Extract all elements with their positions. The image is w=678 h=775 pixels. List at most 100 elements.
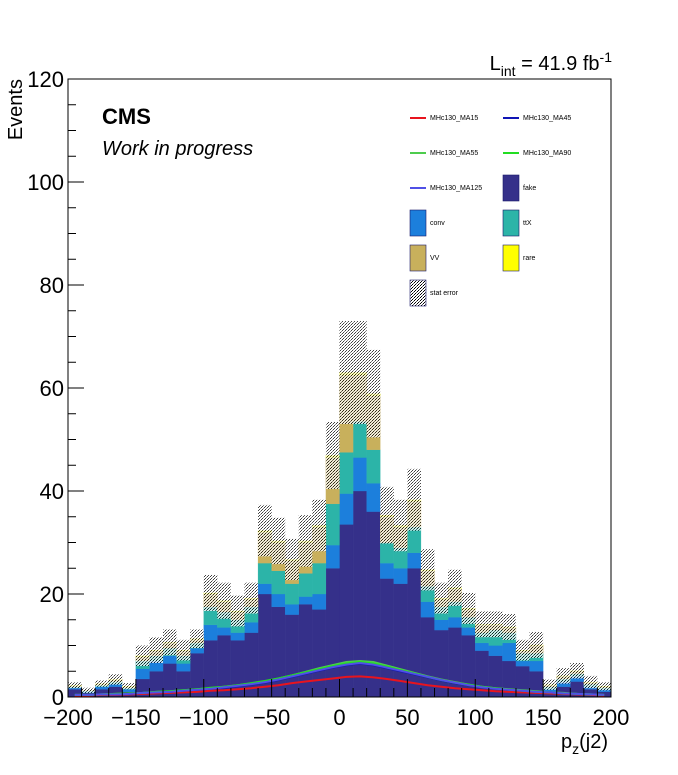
bar-conv <box>135 668 150 680</box>
stat-error-band <box>475 611 489 638</box>
bar-ttX <box>285 583 299 605</box>
bar-conv <box>352 457 367 492</box>
stat-error-band <box>68 682 82 689</box>
x-tick-label: 100 <box>457 705 494 730</box>
bar-conv <box>230 632 245 641</box>
x-tick-label: −200 <box>43 705 93 730</box>
x-tick-label: 150 <box>525 705 562 730</box>
bar-conv <box>380 562 394 579</box>
legend-label: ttX <box>523 220 532 227</box>
bar-ttX <box>312 562 327 595</box>
stat-error-band <box>122 683 136 690</box>
stat-error-band <box>258 504 272 557</box>
bar-fake <box>366 511 381 698</box>
y-tick-label: 80 <box>40 273 64 298</box>
bar-fake <box>312 609 327 698</box>
bar-conv <box>217 627 232 636</box>
x-axis-title: pz(j2) <box>561 731 608 757</box>
legend-label: MHc130_MA125 <box>430 185 482 192</box>
work-in-progress-label: Work in progress <box>102 138 253 160</box>
bar-conv <box>203 624 218 641</box>
stat-error-band <box>366 349 381 438</box>
bar-conv <box>257 583 272 595</box>
stat-error-band <box>244 582 259 614</box>
bar-conv <box>366 483 381 512</box>
bar-conv <box>312 593 327 610</box>
stat-error-band <box>420 549 435 591</box>
legend-label: MHc130_MA15 <box>430 115 478 122</box>
y-tick-label: 100 <box>27 170 64 195</box>
stat-error-band <box>108 674 123 685</box>
stat-error-band <box>176 639 191 661</box>
legend-label: rare <box>523 255 536 262</box>
x-tick-label: −50 <box>253 705 290 730</box>
bar-conv <box>339 493 354 525</box>
bar-ttX <box>407 526 422 553</box>
y-tick-label: 40 <box>40 479 64 504</box>
legend-label: MHc130_MA45 <box>523 115 571 122</box>
x-tick-label: 0 <box>333 705 345 730</box>
stat-error-band <box>135 645 150 667</box>
stat-error-band <box>339 321 354 425</box>
x-tick-label: −150 <box>111 705 161 730</box>
bar-fake <box>447 627 462 698</box>
legend-swatch <box>502 174 520 202</box>
bar-conv <box>475 642 489 651</box>
stat-error-band <box>380 486 394 544</box>
legend-swatch <box>409 209 427 237</box>
bar-conv <box>447 617 462 628</box>
axis-ticks: −200 −150 −100 −50 0 50 100 150 200 0 20 40 60 80 100 1… <box>27 67 629 730</box>
bar-conv <box>407 552 422 569</box>
legend-swatch <box>502 244 520 272</box>
bar-conv <box>529 660 544 672</box>
stat-error-band <box>325 421 340 489</box>
y-axis-title: Events <box>5 79 27 140</box>
legend-label: conv <box>430 220 445 227</box>
bar-conv <box>515 660 530 667</box>
stat-error-band <box>95 680 109 687</box>
stat-error-band <box>353 321 367 425</box>
bar-conv <box>461 627 476 636</box>
bar-ttX <box>257 562 272 584</box>
legend-swatch <box>502 209 520 237</box>
bar-conv <box>285 604 299 615</box>
stat-error-band <box>488 611 503 638</box>
legend-label: stat error <box>430 290 459 297</box>
bar-conv <box>271 593 286 608</box>
bar-fake <box>298 604 313 698</box>
stat-error-band <box>597 682 611 691</box>
stat-error-band <box>203 574 218 611</box>
stat-error-band <box>448 569 462 606</box>
stat-error-band <box>312 499 326 552</box>
bar-conv <box>95 686 109 690</box>
stat-error-band <box>271 517 286 565</box>
bar-ttX <box>298 573 313 597</box>
legend-label: VV <box>430 255 440 262</box>
bar-conv <box>122 689 137 693</box>
stat-error-band <box>556 668 571 684</box>
bar-fake <box>461 635 476 698</box>
stat-error-band <box>434 582 449 614</box>
x-tick-label: 50 <box>395 705 419 730</box>
y-tick-label: 120 <box>27 67 64 92</box>
y-tick-label: 60 <box>40 376 64 401</box>
bar-conv <box>488 645 503 656</box>
stat-error-band <box>407 468 421 531</box>
bar-conv <box>502 642 517 662</box>
stat-error-bands <box>68 321 611 693</box>
cms-label: CMS <box>102 104 151 129</box>
bar-ttX <box>271 570 286 595</box>
legend-label: fake <box>523 185 536 192</box>
bar-ttX <box>380 542 394 564</box>
stat-error-band <box>515 639 530 661</box>
luminosity-label: Lint = 41.9 fb-1 <box>490 49 613 79</box>
stat-error-band <box>230 595 245 627</box>
stat-error-band <box>81 687 96 693</box>
bar-conv <box>393 568 408 584</box>
bar-conv <box>434 619 449 631</box>
stat-error-band <box>393 499 408 552</box>
stat-error-band <box>461 592 476 624</box>
stat-error-band <box>149 637 164 664</box>
x-tick-label: −100 <box>179 705 229 730</box>
y-tick-label: 20 <box>40 582 64 607</box>
